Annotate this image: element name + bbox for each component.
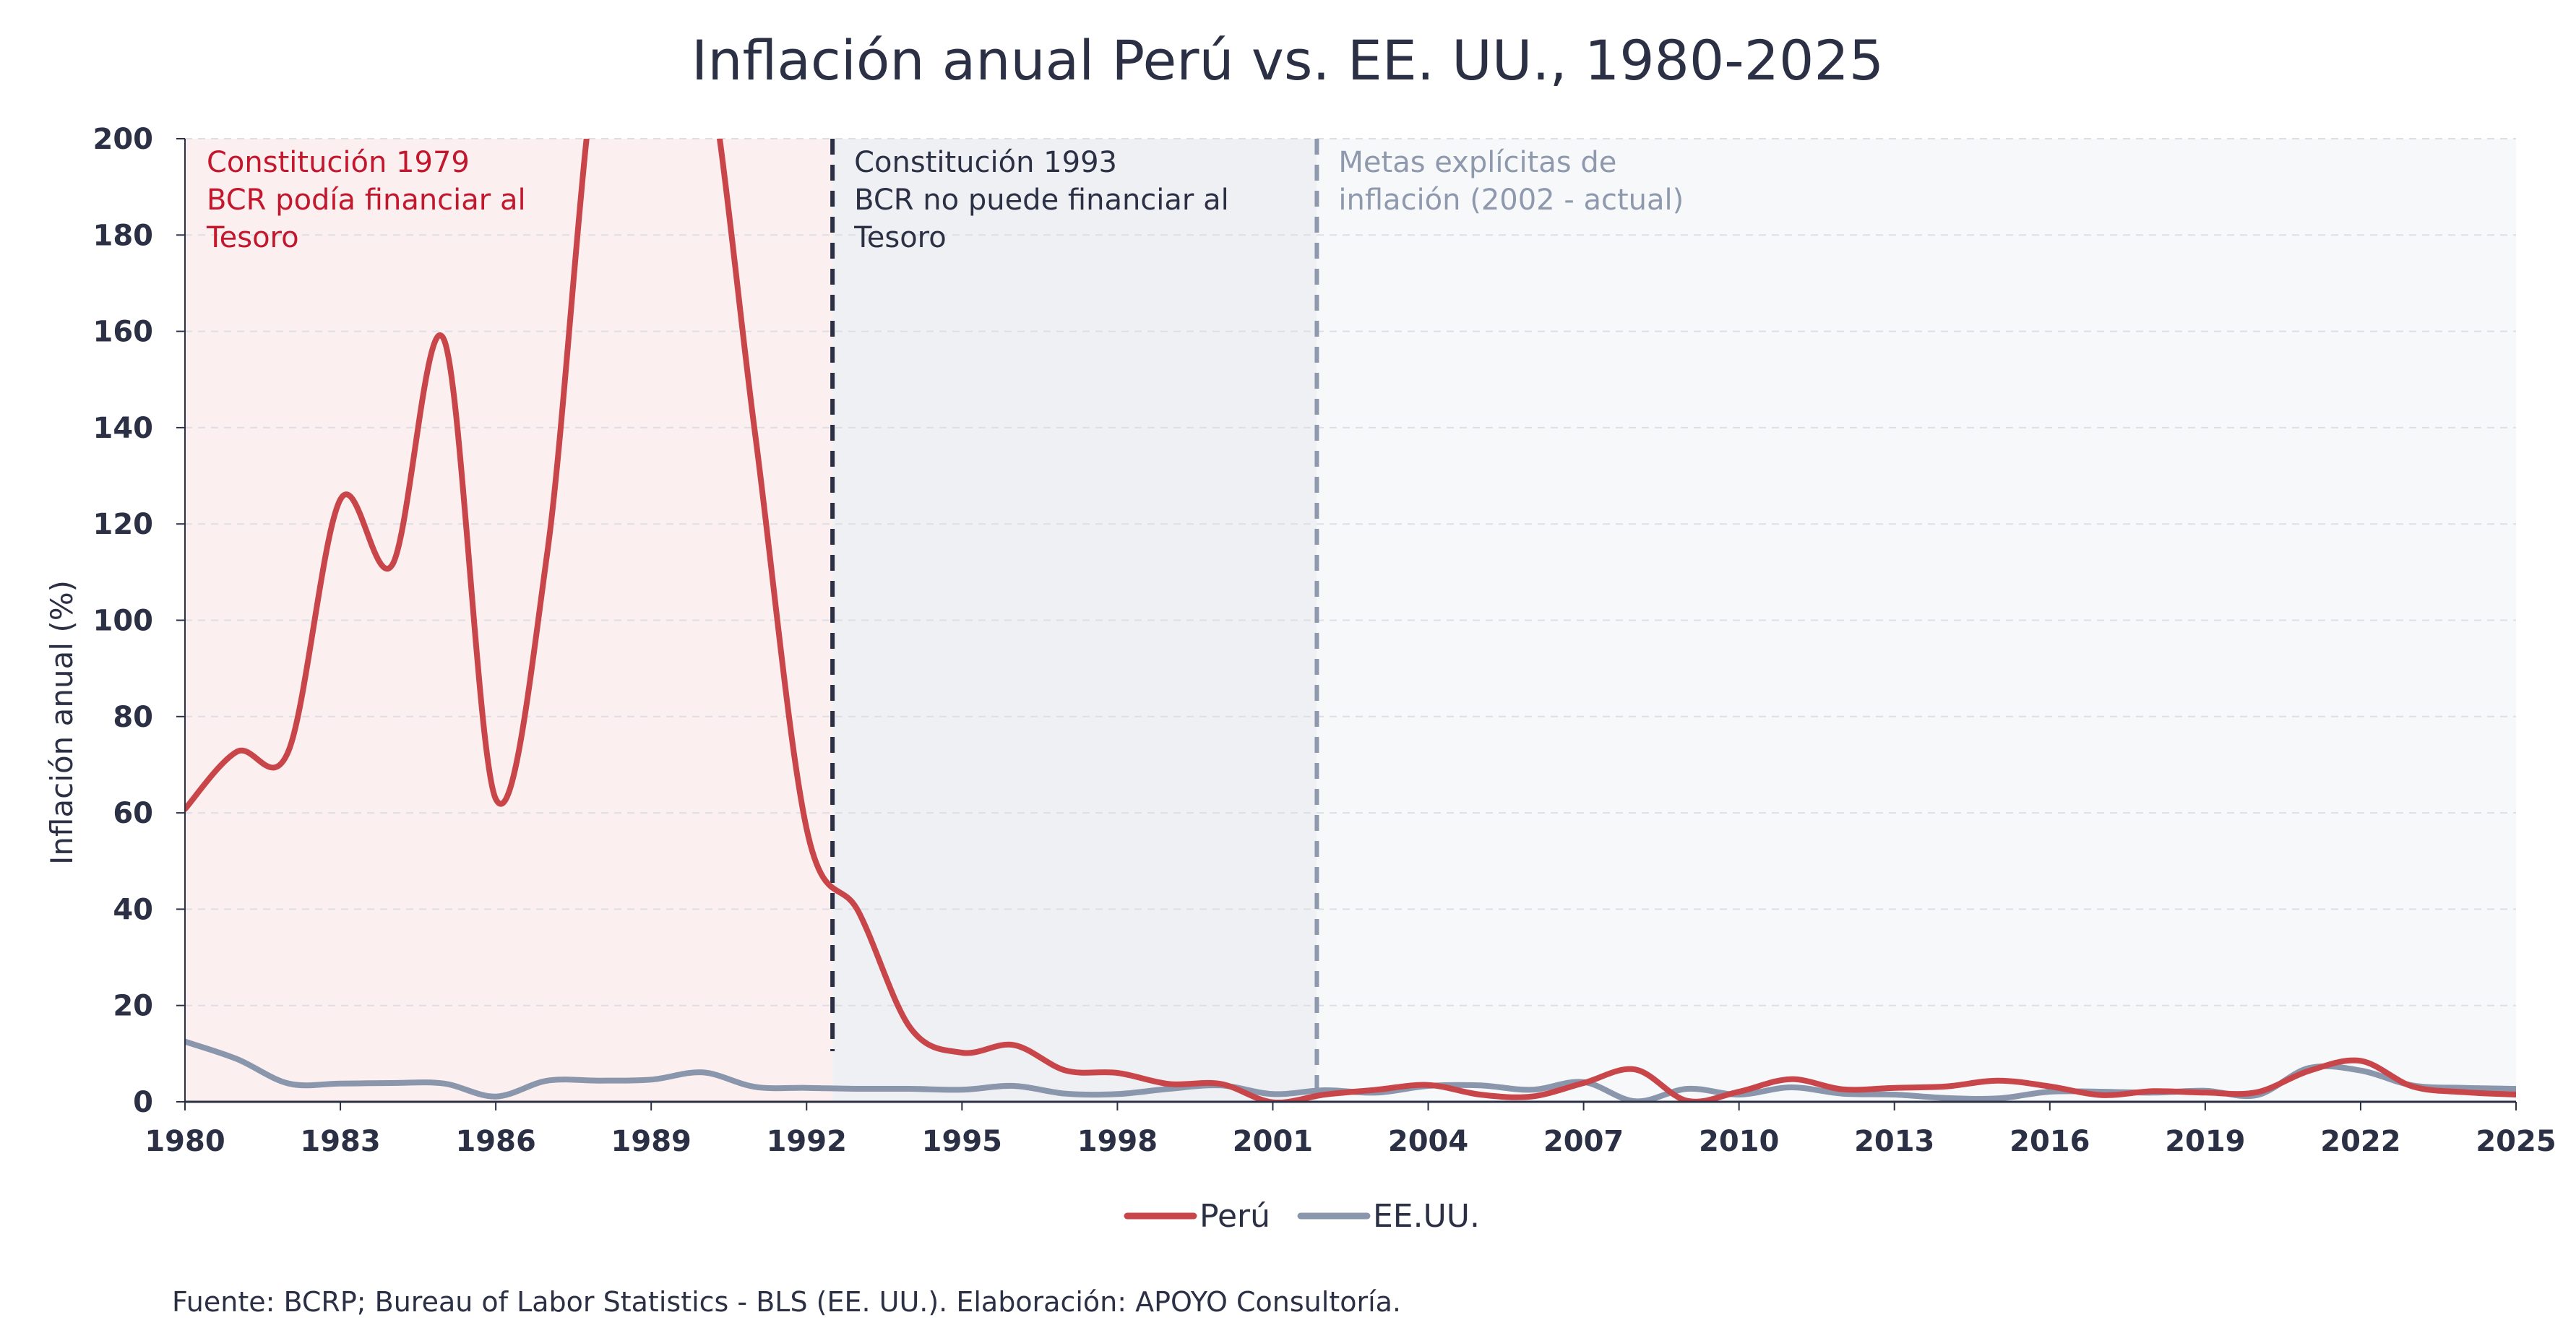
y-axis-label: Inflación anual (%) bbox=[44, 580, 79, 865]
x-tick-label-2019: 2019 bbox=[2165, 1125, 2245, 1158]
x-tick-label-1995: 1995 bbox=[922, 1125, 1002, 1158]
annotation-line: inflación (2002 - actual) bbox=[1338, 184, 1684, 217]
x-tick-label-1983: 1983 bbox=[300, 1125, 380, 1158]
annotation-line: Constitución 1993 bbox=[854, 146, 1117, 179]
annotation-line: BCR no puede financiar al bbox=[854, 184, 1229, 217]
period-divider-lines bbox=[830, 139, 1319, 1102]
x-tick-label-2004: 2004 bbox=[1388, 1125, 1468, 1158]
x-tick-label-2001: 2001 bbox=[1233, 1125, 1313, 1158]
annotation-line: Tesoro bbox=[853, 221, 947, 254]
y-tick-label-200: 200 bbox=[93, 123, 154, 156]
period-annotations: Constitución 1979 BCR podía financiar al T… bbox=[206, 146, 1684, 254]
y-tick-label-60: 60 bbox=[113, 797, 153, 830]
annotation-line: Constitución 1979 bbox=[207, 146, 470, 179]
y-tick-label-40: 40 bbox=[113, 893, 153, 926]
x-tick-label-2013: 2013 bbox=[1854, 1125, 1934, 1158]
x-tick-label-1998: 1998 bbox=[1077, 1125, 1158, 1158]
y-tick-label-140: 140 bbox=[93, 412, 154, 445]
legend: Perú EE.UU. bbox=[1124, 1198, 1480, 1235]
x-tick-label-2016: 2016 bbox=[2009, 1125, 2090, 1158]
legend-label-eeuu: EE.UU. bbox=[1373, 1198, 1480, 1235]
series-line-peru bbox=[185, 139, 2516, 1102]
y-tick-label-20: 20 bbox=[113, 990, 153, 1023]
period-annotation-3: Metas explícitas de inflación (2002 - act… bbox=[1338, 146, 1684, 217]
y-tick-label-120: 120 bbox=[93, 508, 154, 541]
y-tick-label-80: 80 bbox=[113, 701, 153, 734]
y-tick-label-160: 160 bbox=[93, 316, 154, 349]
x-tick-label-2010: 2010 bbox=[1699, 1125, 1779, 1158]
x-tick-label-1989: 1989 bbox=[611, 1125, 692, 1158]
y-tick-label-100: 100 bbox=[93, 605, 154, 638]
x-tick-label-2025: 2025 bbox=[2476, 1125, 2556, 1158]
axes: 0 20 40 60 80 100 120 140 160 180 200 1980 1983 1986 1… bbox=[93, 123, 2556, 1158]
y-tick-label-0: 0 bbox=[133, 1086, 153, 1119]
x-tick-label-1980: 1980 bbox=[145, 1125, 225, 1158]
legend-label-peru: Perú bbox=[1199, 1198, 1270, 1235]
series-lines bbox=[185, 139, 2516, 1102]
annotation-line: Metas explícitas de bbox=[1338, 146, 1616, 179]
period-annotation-2: Constitución 1993 BCR no puede financiar … bbox=[853, 146, 1229, 254]
gridlines bbox=[185, 138, 2516, 1006]
x-tick-label-1992: 1992 bbox=[767, 1125, 847, 1158]
period-annotation-1: Constitución 1979 BCR podía financiar al T… bbox=[206, 146, 526, 254]
annotation-line: BCR podía financiar al bbox=[207, 184, 526, 217]
y-tick-label-180: 180 bbox=[93, 219, 154, 252]
x-tick-label-2007: 2007 bbox=[1543, 1125, 1624, 1158]
x-tick-label-1986: 1986 bbox=[455, 1125, 535, 1158]
x-tick-label-2022: 2022 bbox=[2320, 1125, 2400, 1158]
chart-title: Inflación anual Perú vs. EE. UU., 1980-2… bbox=[692, 28, 1884, 92]
annotation-line: Tesoro bbox=[206, 221, 299, 254]
source-note: Fuente: BCRP; Bureau of Labor Statistics… bbox=[172, 1286, 1401, 1318]
